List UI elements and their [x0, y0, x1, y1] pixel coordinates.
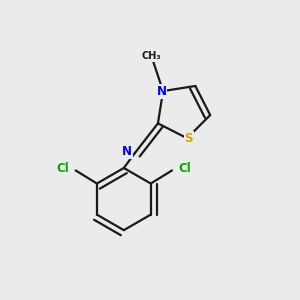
Text: Cl: Cl — [56, 162, 69, 175]
Text: CH₃: CH₃ — [142, 51, 161, 61]
Text: N: N — [122, 145, 132, 158]
Text: Cl: Cl — [178, 162, 191, 175]
Text: S: S — [184, 132, 193, 145]
Text: N: N — [156, 85, 167, 98]
